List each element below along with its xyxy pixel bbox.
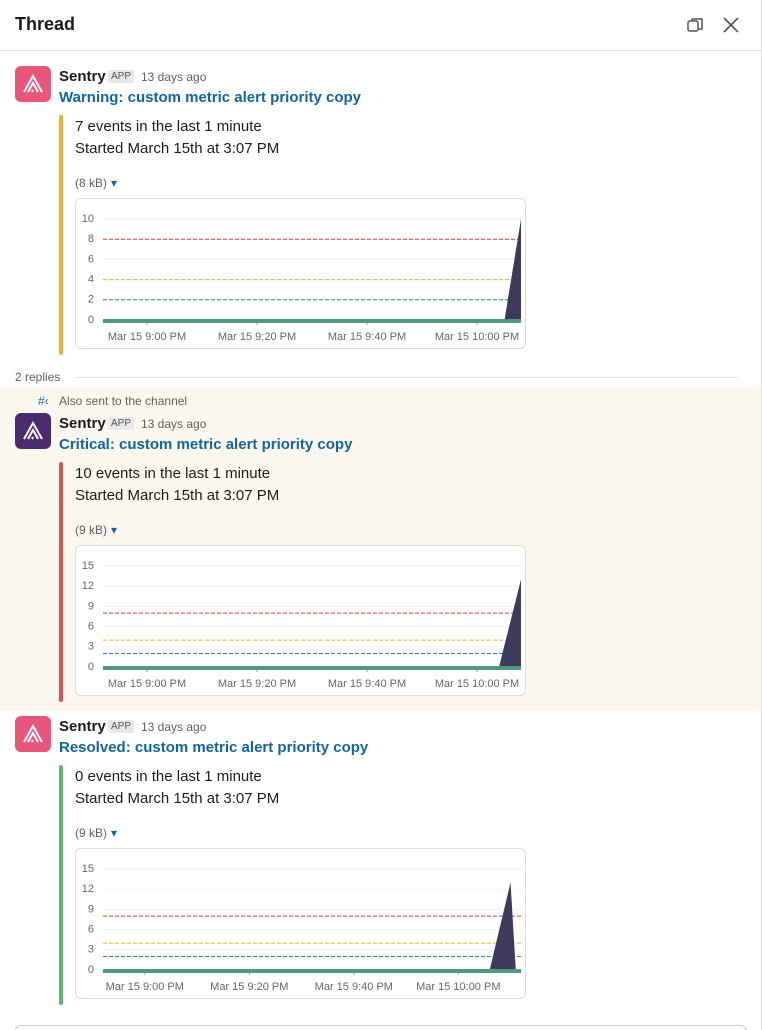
author: Sentry — [59, 718, 106, 735]
status-strip — [103, 969, 521, 973]
y-tick-label: 15 — [82, 863, 94, 875]
x-tick-label: Mar 15 10:00 PM — [435, 331, 519, 343]
avatar — [15, 413, 51, 449]
x-tick-label: Mar 15 9:40 PM — [315, 981, 393, 993]
alert-title[interactable]: Warning: custom metric alert priority co… — [59, 89, 361, 106]
body-line: Started March 15th at 3:07 PM — [75, 140, 280, 157]
timestamp: 13 days ago — [141, 70, 207, 84]
avatar — [15, 716, 51, 752]
body-line: 7 events in the last 1 minute — [75, 118, 262, 135]
body-line: 0 events in the last 1 minute — [75, 768, 262, 785]
y-tick-label: 15 — [82, 560, 94, 572]
avatar-logo — [23, 723, 43, 743]
attachment-size[interactable]: (9 kB) — [75, 826, 108, 840]
y-tick-label: 9 — [88, 600, 94, 612]
header: Thread — [0, 0, 761, 51]
y-tick-label: 8 — [88, 233, 94, 245]
x-tick-label: Mar 15 10:00 PM — [435, 678, 519, 690]
also-sent: Also sent to the channel — [59, 394, 188, 408]
area — [103, 219, 521, 320]
attachment-size[interactable]: (8 kB) — [75, 176, 108, 190]
x-tick-label: Mar 15 9:40 PM — [328, 678, 406, 690]
app-badge: APP — [108, 720, 135, 733]
y-tick-label: 0 — [88, 661, 94, 673]
replies-count: 2 replies — [15, 370, 61, 384]
x-tick-label: Mar 15 9:00 PM — [108, 331, 186, 343]
body-line: Started March 15th at 3:07 PM — [75, 790, 280, 807]
x-tick-label: Mar 15 9:20 PM — [218, 678, 296, 690]
body-line: 10 events in the last 1 minute — [75, 465, 271, 482]
status-strip — [103, 319, 521, 323]
close-button[interactable] — [722, 16, 740, 34]
y-tick-label: 6 — [88, 253, 94, 265]
header-title: Thread — [15, 14, 76, 34]
x-tick-label: Mar 15 9:00 PM — [108, 678, 186, 690]
divider — [76, 377, 738, 378]
app-badge: APP — [108, 70, 135, 83]
y-tick-label: 4 — [88, 274, 94, 286]
y-tick-label: 12 — [82, 580, 94, 592]
chart: 0 3 6 9 12 15 Mar 15 9:00 PM Mar 15 9:20 PM Mar … — [82, 863, 521, 993]
accent-bar — [59, 115, 63, 355]
avatar — [15, 66, 51, 102]
popout-button[interactable] — [686, 16, 704, 34]
alert-title[interactable]: Critical: custom metric alert priority c… — [59, 436, 353, 453]
author: Sentry — [59, 415, 106, 432]
y-tick-label: 9 — [88, 903, 94, 915]
y-tick-label: 6 — [88, 621, 94, 633]
timestamp: 13 days ago — [141, 720, 207, 734]
y-tick-label: 0 — [88, 964, 94, 976]
body-line: Started March 15th at 3:07 PM — [75, 487, 280, 504]
chart-box: 0 2 4 6 8 10 Mar 15 9:00 PM Mar 15 9:20 PM Mar 1… — [75, 198, 526, 349]
x-tick-label: Mar 15 9:20 PM — [210, 981, 288, 993]
y-tick-label: 12 — [82, 883, 94, 895]
chart-box: 0 3 6 9 12 15 Mar 15 9:00 PM Mar 15 9:20 PM Mar … — [75, 848, 526, 999]
attachment-size[interactable]: (9 kB) — [75, 523, 108, 537]
y-tick-label: 10 — [82, 213, 94, 225]
x-tick-label: Mar 15 10:00 PM — [416, 981, 500, 993]
y-tick-label: 3 — [88, 641, 94, 653]
status-strip — [103, 666, 521, 670]
composer[interactable] — [15, 1025, 747, 1030]
accent-bar — [59, 462, 63, 702]
x-tick-label: Mar 15 9:00 PM — [106, 981, 184, 993]
app-badge: APP — [108, 417, 135, 430]
chart-box: 0 3 6 9 12 15 Mar 15 9:00 PM Mar 15 9:20 PM Mar … — [75, 545, 526, 696]
avatar-logo — [23, 73, 43, 93]
chart: 0 2 4 6 8 10 Mar 15 9:00 PM Mar 15 9:20 PM Mar 1… — [82, 213, 521, 343]
alert-title[interactable]: Resolved: custom metric alert priority c… — [59, 739, 369, 756]
attachment-caret: ▾ — [111, 176, 118, 190]
y-tick-label: 3 — [88, 944, 94, 956]
attachment-caret: ▾ — [111, 826, 118, 840]
y-tick-label: 2 — [88, 294, 94, 306]
y-tick-label: 0 — [88, 314, 94, 326]
timestamp: 13 days ago — [141, 417, 207, 431]
attachment-caret: ▾ — [111, 523, 118, 537]
author: Sentry — [59, 68, 106, 85]
x-tick-label: Mar 15 9:40 PM — [328, 331, 406, 343]
x-tick-label: Mar 15 9:20 PM — [218, 331, 296, 343]
channel-icon: #‹ — [38, 394, 49, 408]
avatar-logo — [23, 420, 43, 440]
y-tick-label: 6 — [88, 924, 94, 936]
chart: 0 3 6 9 12 15 Mar 15 9:00 PM Mar 15 9:20 PM Mar … — [82, 560, 521, 690]
accent-bar — [59, 765, 63, 1005]
